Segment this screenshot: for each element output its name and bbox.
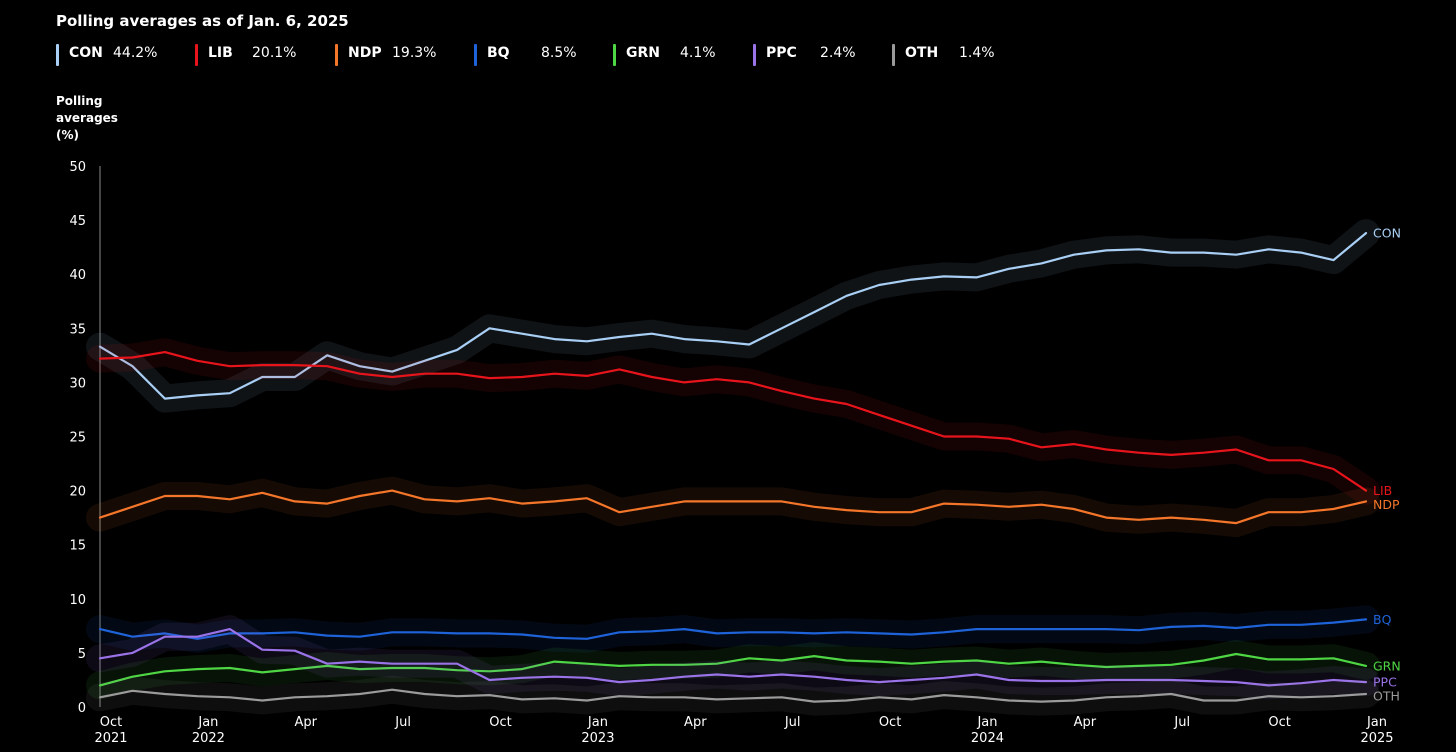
series-line-bq bbox=[98, 618, 1368, 640]
x-tick-year-label: 2023 bbox=[581, 731, 614, 746]
x-tick-label: Jul bbox=[394, 715, 411, 730]
legend-value-oth: 1.4% bbox=[959, 45, 995, 61]
series-end-label-con: CON bbox=[1373, 226, 1401, 241]
series-end-label-ndp: NDP bbox=[1373, 497, 1400, 512]
x-tick-label: Jan bbox=[197, 715, 218, 730]
legend-swatch-ppc bbox=[753, 44, 756, 66]
x-tick-label: Oct bbox=[100, 715, 122, 730]
legend-swatch-ndp bbox=[335, 44, 338, 66]
y-axis-title: Polling averages (%) bbox=[56, 93, 118, 144]
legend-value-lib: 20.1% bbox=[252, 45, 297, 61]
legend-value-bq: 8.5% bbox=[541, 45, 577, 61]
series-end-label-grn: GRN bbox=[1373, 658, 1401, 673]
legend-name-grn: GRN bbox=[626, 45, 660, 61]
y-tick-label: 45 bbox=[69, 214, 86, 229]
legend-value-ppc: 2.4% bbox=[820, 45, 856, 61]
x-tick-year-label: 2024 bbox=[971, 731, 1004, 746]
legend-value-ndp: 19.3% bbox=[392, 45, 437, 61]
legend-name-ndp: NDP bbox=[348, 45, 382, 61]
legend-swatch-grn bbox=[613, 44, 616, 66]
y-tick-label: 5 bbox=[78, 647, 86, 662]
y-tick-label: 20 bbox=[69, 485, 86, 500]
series-band-lib bbox=[86, 338, 1380, 505]
x-tick-label: Jan bbox=[976, 715, 997, 730]
x-tick-label: Jan bbox=[1366, 715, 1387, 730]
series-end-label-lib: LIB bbox=[1373, 483, 1392, 498]
x-tick-year-label: 2021 bbox=[94, 731, 127, 746]
series-line-oth bbox=[98, 688, 1368, 703]
x-tick-year-label: 2022 bbox=[192, 731, 225, 746]
x-tick-label: Oct bbox=[489, 715, 511, 730]
x-tick-label: Jul bbox=[784, 715, 801, 730]
legend-swatch-bq bbox=[474, 44, 477, 66]
chart-title: Polling averages as of Jan. 6, 2025 bbox=[56, 12, 349, 30]
series-line-ppc bbox=[98, 628, 1368, 687]
legend-value-con: 44.2% bbox=[113, 45, 158, 61]
x-tick-label: Apr bbox=[1074, 715, 1097, 730]
y-tick-label: 30 bbox=[69, 376, 86, 391]
x-tick-label: Apr bbox=[295, 715, 318, 730]
legend-name-oth: OTH bbox=[905, 45, 939, 61]
y-tick-label: 50 bbox=[69, 160, 86, 175]
series-line-grn bbox=[98, 652, 1368, 687]
y-axis-title-line-2: averages bbox=[56, 111, 118, 125]
legend-swatch-lib bbox=[195, 44, 198, 66]
legend-swatch-oth bbox=[892, 44, 895, 66]
x-tick-label: Oct bbox=[879, 715, 901, 730]
y-tick-label: 10 bbox=[69, 593, 86, 608]
legend-value-grn: 4.1% bbox=[680, 45, 716, 61]
x-tick-year-label: 2025 bbox=[1360, 731, 1393, 746]
y-tick-label: 35 bbox=[69, 322, 86, 337]
legend: CON 44.2% LIB 20.1% NDP 19.3% BQ 8.5% GR… bbox=[56, 44, 1056, 66]
legend-name-ppc: PPC bbox=[766, 45, 797, 61]
series-end-label-ppc: PPC bbox=[1373, 675, 1397, 690]
legend-swatch-con bbox=[56, 44, 59, 66]
y-tick-label: 15 bbox=[69, 539, 86, 554]
series-band-bq bbox=[86, 605, 1380, 653]
x-tick-label: Jan bbox=[587, 715, 608, 730]
y-axis-title-line-3: (%) bbox=[56, 128, 79, 142]
y-tick-label: 40 bbox=[69, 268, 86, 283]
y-axis-title-line-1: Polling bbox=[56, 94, 103, 108]
series-end-label-bq: BQ bbox=[1373, 612, 1392, 627]
y-tick-label: 0 bbox=[78, 701, 86, 716]
legend-name-bq: BQ bbox=[487, 45, 510, 61]
legend-name-lib: LIB bbox=[208, 45, 233, 61]
series-line-lib bbox=[98, 351, 1368, 492]
legend-name-con: CON bbox=[69, 45, 103, 61]
y-tick-label: 25 bbox=[69, 431, 86, 446]
series-end-label-oth: OTH bbox=[1373, 689, 1400, 704]
x-tick-label: Oct bbox=[1268, 715, 1290, 730]
x-tick-label: Apr bbox=[684, 715, 707, 730]
x-tick-label: Jul bbox=[1173, 715, 1190, 730]
series-line-ndp bbox=[98, 489, 1368, 525]
